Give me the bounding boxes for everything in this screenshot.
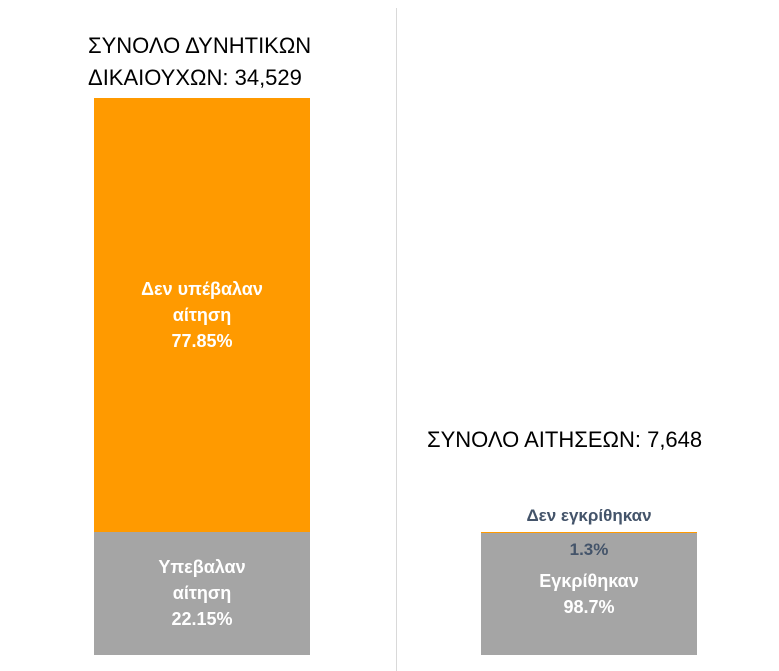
bar-segment: Δεν υπέβαλαν αίτηση 77.85% — [94, 98, 310, 532]
segment-name: Δεν εγκρίθηκαν — [526, 505, 652, 525]
segment-name: Εγκρίθηκαν — [539, 571, 639, 592]
bar-caption: ΣΥΝΟΛΟ ΑΙΤΗΣΕΩΝ: 7,648 — [427, 424, 767, 456]
segment-label: Εγκρίθηκαν 98.7% — [481, 568, 697, 620]
caption-total: 34,529 — [234, 65, 302, 90]
segment-label: Υπεβαλαν αίτηση 22.15% — [94, 554, 310, 632]
segment-value: 98.7% — [563, 597, 615, 618]
divider — [396, 8, 397, 671]
segment-name: Υπεβαλαν αίτηση — [158, 557, 246, 604]
bar-segment: Υπεβαλαν αίτηση 22.15% — [94, 531, 310, 655]
bar: Εγκρίθηκαν 98.7% 1.3% — [481, 531, 697, 655]
segment-value: 1.3% — [569, 539, 609, 559]
caption-label: ΣΥΝΟΛΟ ΔΥΝΗΤΙΚΩΝ ΔΙΚΑΙΟΥΧΩΝ: — [88, 33, 312, 90]
segment-label: Δεν υπέβαλαν αίτηση 77.85% — [94, 276, 310, 354]
bar-segment: Εγκρίθηκαν 98.7% — [481, 533, 697, 655]
segment-value: 22.15% — [171, 609, 233, 630]
caption-total: 7,648 — [647, 427, 703, 452]
caption-label: ΣΥΝΟΛΟ ΑΙΤΗΣΕΩΝ: — [427, 427, 641, 452]
bar-caption: ΣΥΝΟΛΟ ΔΥΝΗΤΙΚΩΝ ΔΙΚΑΙΟΥΧΩΝ: 34,529 — [88, 30, 358, 94]
segment-value: 77.85% — [171, 330, 233, 351]
segment-name: Δεν υπέβαλαν αίτηση — [141, 278, 263, 325]
bar: Υπεβαλαν αίτηση 22.15% Δεν υπέβαλαν αίτηση… — [94, 98, 310, 655]
bar-segment — [481, 531, 697, 534]
